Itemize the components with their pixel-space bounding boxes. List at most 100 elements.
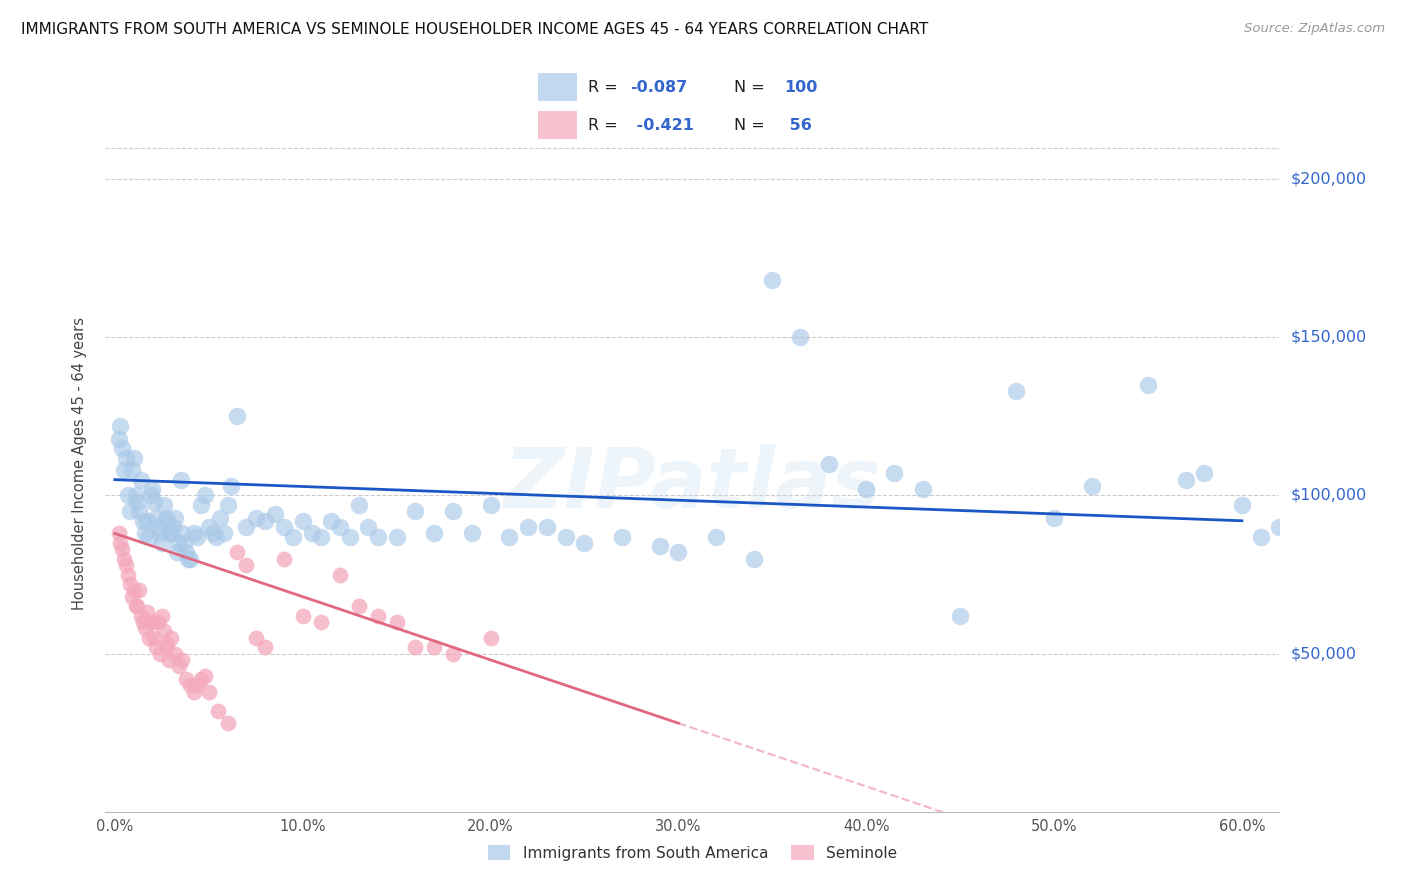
Point	[273, 520, 295, 534]
Point	[423, 640, 446, 655]
Point	[139, 615, 162, 629]
Text: ZIPatlas: ZIPatlas	[503, 444, 882, 525]
Point	[145, 640, 167, 655]
Point	[157, 526, 180, 541]
Point	[143, 631, 166, 645]
Point	[128, 504, 150, 518]
Point	[339, 530, 361, 544]
Point	[127, 599, 149, 614]
Point	[357, 520, 380, 534]
Point	[1174, 473, 1197, 487]
Point	[190, 672, 212, 686]
Point	[111, 542, 134, 557]
Point	[110, 536, 132, 550]
Point	[648, 539, 671, 553]
Point	[172, 526, 194, 541]
Point	[385, 615, 408, 629]
Point	[127, 495, 149, 509]
Point	[112, 463, 135, 477]
Text: $100,000: $100,000	[1291, 488, 1367, 503]
Text: $50,000: $50,000	[1291, 646, 1357, 661]
Point	[135, 514, 157, 528]
Point	[122, 450, 145, 465]
Point	[212, 526, 235, 541]
Point	[911, 482, 934, 496]
Point	[146, 520, 169, 534]
Point	[115, 450, 138, 465]
Point	[517, 520, 540, 534]
Point	[166, 545, 188, 559]
Point	[949, 608, 972, 623]
Point	[789, 330, 811, 344]
Point	[146, 615, 169, 629]
Point	[498, 530, 520, 544]
Point	[273, 551, 295, 566]
Point	[441, 647, 464, 661]
Point	[167, 536, 190, 550]
Point	[404, 640, 426, 655]
Point	[291, 608, 314, 623]
Text: R =: R =	[588, 118, 623, 133]
Point	[160, 526, 183, 541]
Point	[194, 488, 217, 502]
Point	[319, 514, 342, 528]
Point	[194, 669, 217, 683]
Point	[129, 473, 152, 487]
Point	[197, 684, 219, 698]
FancyBboxPatch shape	[537, 111, 578, 139]
Point	[235, 520, 257, 534]
Point	[883, 467, 905, 481]
Point	[124, 599, 146, 614]
Point	[1080, 479, 1102, 493]
Point	[1194, 467, 1216, 481]
Point	[479, 498, 502, 512]
Point	[172, 653, 194, 667]
Point	[149, 526, 172, 541]
Point	[143, 495, 166, 509]
Point	[134, 621, 156, 635]
Point	[167, 659, 190, 673]
Point	[221, 479, 243, 493]
Point	[574, 536, 596, 550]
Point	[291, 514, 314, 528]
Point	[124, 488, 146, 502]
Point	[117, 567, 139, 582]
Point	[157, 653, 180, 667]
Point	[226, 409, 249, 424]
Point	[347, 599, 370, 614]
Point	[162, 520, 184, 534]
Point	[177, 551, 200, 566]
Point	[163, 510, 186, 524]
Point	[367, 608, 389, 623]
Text: $150,000: $150,000	[1291, 330, 1367, 345]
Y-axis label: Householder Income Ages 45 - 64 years: Householder Income Ages 45 - 64 years	[72, 318, 87, 610]
Point	[1268, 520, 1291, 534]
Point	[283, 530, 305, 544]
Point	[138, 530, 160, 544]
Text: $200,000: $200,000	[1291, 172, 1367, 186]
Point	[141, 482, 163, 496]
Point	[311, 530, 333, 544]
Point	[742, 551, 765, 566]
Point	[201, 526, 224, 541]
Point	[141, 615, 163, 629]
Point	[138, 631, 160, 645]
Point	[217, 498, 239, 512]
Point	[1043, 510, 1066, 524]
Point	[197, 520, 219, 534]
Point	[155, 640, 177, 655]
Point	[186, 530, 208, 544]
Legend: Immigrants from South America, Seminole: Immigrants from South America, Seminole	[481, 838, 904, 867]
Point	[110, 418, 132, 433]
Point	[855, 482, 877, 496]
Point	[132, 514, 155, 528]
Point	[208, 510, 231, 524]
Point	[174, 672, 197, 686]
Point	[423, 526, 446, 541]
Point	[183, 526, 205, 541]
Point	[329, 567, 352, 582]
Point	[190, 498, 212, 512]
Point	[163, 647, 186, 661]
Point	[1136, 377, 1159, 392]
Text: -0.087: -0.087	[630, 80, 688, 95]
